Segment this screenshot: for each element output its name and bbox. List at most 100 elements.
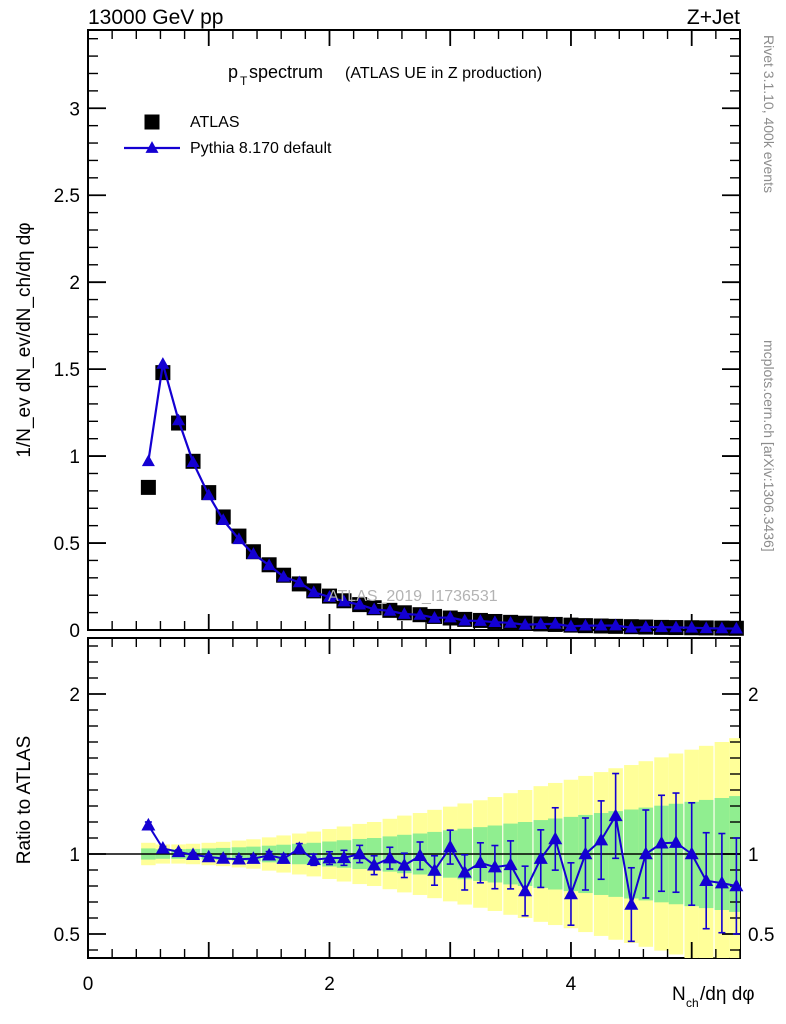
side-text-top-group: Rivet 3.1.10, 400k events <box>761 35 777 193</box>
main-panel-frame <box>87 29 741 631</box>
main-data-group <box>140 357 744 636</box>
ratio-data-point <box>578 846 593 860</box>
legend: ATLAS Pythia 8.170 default <box>124 114 332 157</box>
pythia-data-point <box>624 620 638 633</box>
legend-square-marker <box>144 114 160 130</box>
pythia-data-point <box>383 604 397 616</box>
x-axis-label-rest: /dη dφ <box>700 984 755 1005</box>
ratio-data-point <box>443 839 458 853</box>
header-right-process-label: Z+Jet <box>687 6 740 29</box>
main-plot-title: p T spectrum (ATLAS UE in Z production) <box>228 62 542 88</box>
title-pt-p: p <box>228 62 238 82</box>
header-left-beam-label: 13000 GeV pp <box>88 6 223 29</box>
rivet-version-label: Rivet 3.1.10, 400k events <box>761 35 777 193</box>
ratio-data-point <box>171 844 186 858</box>
pythia-data-point <box>534 617 548 629</box>
pythia-data-point <box>262 558 276 571</box>
ratio-line <box>147 813 737 905</box>
ratio-data-point <box>231 851 246 865</box>
main-y-axis-label-group: 1/N_ev dN_ev/dN_ch/dη dφ <box>14 222 35 457</box>
pythia-data-point <box>216 513 230 525</box>
x-axis-label-n: N <box>672 984 686 1005</box>
ratio-y-tick-group: 0.5 1 2 <box>54 645 106 951</box>
x-axis-label-group: N ch /dη dφ <box>672 984 755 1010</box>
ratio-y-tick-label-right: 0.5 <box>748 925 774 946</box>
main-panel: 0 0.5 1 1.5 2 2.5 3 ATLAS_2019_I1736531 <box>54 29 744 642</box>
ratio-y-tick-label: 1 <box>69 845 80 866</box>
x-axis-label-subscript: ch <box>686 996 699 1010</box>
ratio-data-point <box>684 846 699 860</box>
main-y-tick-group: 0 0.5 1 1.5 2 2.5 3 <box>54 37 740 642</box>
ratio-data-group <box>141 772 744 943</box>
ratio-data-point <box>594 832 609 846</box>
ratio-data-point <box>608 808 623 822</box>
ratio-data-point <box>533 851 548 864</box>
pythia-data-point <box>655 620 669 633</box>
pythia-data-point <box>699 621 713 634</box>
ratio-data-point <box>518 883 533 897</box>
ratio-data-point <box>413 848 428 862</box>
pythia-data-point <box>564 619 578 632</box>
pythia-data-point <box>578 618 592 631</box>
pythia-data-point <box>172 413 186 426</box>
legend-label: ATLAS <box>190 114 240 131</box>
x-axis-tick-label: 0 <box>83 974 94 995</box>
ratio-data-point <box>473 855 488 869</box>
legend-entry: Pythia 8.170 default <box>124 140 332 157</box>
pythia-data-point <box>504 616 518 628</box>
ratio-data-point <box>352 846 367 860</box>
ratio-data-point <box>624 897 639 910</box>
pythia-data-point <box>277 569 291 582</box>
legend-entry: ATLAS <box>144 114 240 131</box>
ratio-data-point <box>292 841 307 854</box>
ratio-data-point <box>322 850 337 864</box>
ratio-data-point <box>654 835 669 849</box>
main-y-tick-label: 0 <box>69 621 80 642</box>
main-y-axis-label: 1/N_ev dN_ev/dN_ch/dη dφ <box>14 222 35 457</box>
side-text-bottom-group: mcplots.cern.ch [arXiv:1306.3436] <box>761 340 777 552</box>
x-axis-tick-label: 2 <box>324 974 335 995</box>
pythia-data-point <box>639 620 653 632</box>
ratio-y-tick-label: 2 <box>69 685 80 706</box>
main-y-tick-label: 3 <box>69 99 80 120</box>
ratio-y-tick-label-right: 1 <box>748 845 759 866</box>
legend-triangle-marker <box>145 141 159 153</box>
ratio-data-point <box>457 865 472 878</box>
main-y-tick-label: 2.5 <box>54 186 80 207</box>
pythia-data-point <box>292 575 306 588</box>
pythia-line <box>147 363 737 630</box>
ratio-y-tick-label: 0.5 <box>54 925 80 946</box>
ratio-x-tick-group: 0 2 4 <box>83 638 741 995</box>
ratio-data-point <box>201 849 216 863</box>
pythia-data-point <box>729 621 743 634</box>
ratio-data-point <box>306 852 321 866</box>
title-spectrum-word: spectrum <box>249 62 323 82</box>
main-y-tick-label: 0.5 <box>54 534 80 555</box>
mcplots-source-label: mcplots.cern.ch [arXiv:1306.3436] <box>761 340 777 552</box>
pythia-data-point <box>458 613 472 626</box>
ratio-data-point <box>216 851 231 864</box>
x-axis-tick-label: 4 <box>566 974 577 995</box>
pythia-data-point <box>609 618 623 631</box>
ratio-data-point <box>669 835 684 848</box>
ratio-data-point <box>563 886 578 900</box>
ratio-y-axis-label: Ratio to ATLAS <box>14 736 35 865</box>
atlas-data-point <box>140 479 156 495</box>
ratio-data-point <box>714 875 729 889</box>
ratio-y-tick-label-right: 2 <box>748 685 759 706</box>
pythia-data-point <box>156 357 170 369</box>
ratio-data-point <box>262 847 277 861</box>
pythia-data-point <box>141 454 155 467</box>
pythia-data-point <box>322 590 336 602</box>
ratio-data-point <box>729 878 744 892</box>
ratio-data-point <box>427 863 442 876</box>
pythia-data-point <box>428 611 442 623</box>
ratio-data-point <box>336 850 351 864</box>
pythia-data-point <box>518 617 532 630</box>
pythia-data-point <box>367 602 381 615</box>
ratio-data-point <box>186 847 201 861</box>
main-y-tick-label: 2 <box>69 273 80 294</box>
pythia-data-point <box>246 547 260 559</box>
